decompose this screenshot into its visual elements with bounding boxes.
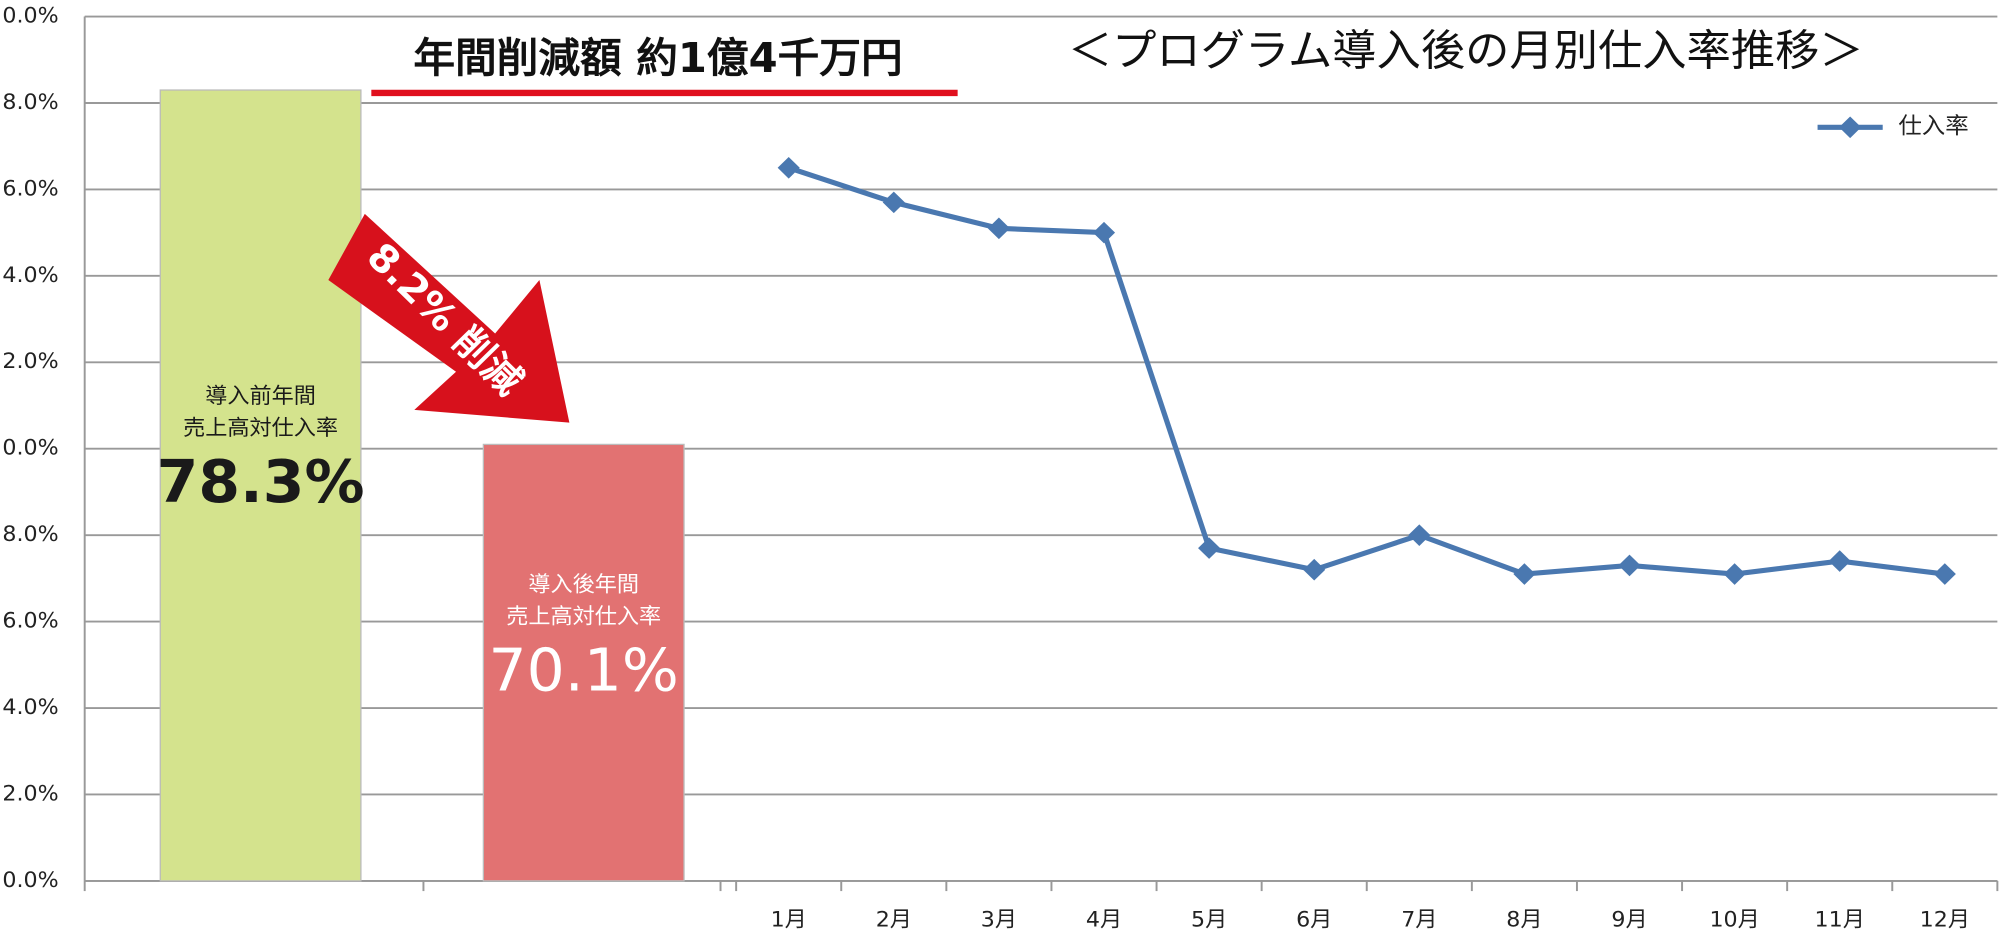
marker bbox=[882, 191, 905, 214]
x-tick-label: 1月 bbox=[771, 908, 807, 933]
x-tick-label: 9月 bbox=[1611, 908, 1647, 933]
x-tick-label: 11月 bbox=[1815, 908, 1865, 933]
x-tick-label: 8月 bbox=[1506, 908, 1542, 933]
y-tick-label: 4.0% bbox=[2, 263, 58, 288]
legend-marker bbox=[1839, 116, 1862, 139]
legend-label: 仕入率 bbox=[1898, 113, 1968, 140]
x-tick-label: 5月 bbox=[1191, 908, 1227, 933]
marker bbox=[1198, 537, 1221, 559]
bar-label: 導入前年間 bbox=[205, 384, 316, 409]
marker bbox=[1723, 563, 1746, 585]
marker bbox=[1618, 554, 1641, 577]
bar-value-label: 78.3% bbox=[157, 448, 365, 516]
marker bbox=[1828, 550, 1851, 572]
y-tick-label: 8.0% bbox=[2, 522, 58, 547]
y-tick-label: 0.0% bbox=[2, 436, 58, 461]
marker bbox=[1092, 221, 1116, 244]
x-tick-label: 10月 bbox=[1709, 908, 1759, 933]
y-tick-label: 0.0% bbox=[2, 868, 58, 893]
chart-title: ＜プログラム導入後の月別仕入率推移＞ bbox=[1068, 26, 1864, 76]
y-tick-label: 0.0% bbox=[2, 4, 58, 29]
line bbox=[787, 165, 1946, 577]
x-tick-label: 2月 bbox=[876, 908, 912, 933]
marker bbox=[1933, 563, 1956, 585]
x-tick-label: 6月 bbox=[1296, 908, 1332, 933]
x-tick-label: 3月 bbox=[981, 908, 1017, 933]
heading: 年間削減額 約1億4千万円 bbox=[413, 34, 902, 81]
y-tick-label: 6.0% bbox=[2, 177, 58, 202]
marker bbox=[1513, 563, 1536, 585]
y-tick-label: 2.0% bbox=[2, 782, 58, 807]
marker bbox=[777, 157, 800, 179]
bar-label: 導入後年間 bbox=[528, 573, 639, 598]
bar-label: 売上高対仕入率 bbox=[183, 416, 338, 441]
y-tick-label: 4.0% bbox=[2, 695, 58, 720]
x-tick-label: 7月 bbox=[1401, 908, 1437, 933]
bar-label: 売上高対仕入率 bbox=[506, 605, 661, 630]
y-tick-label: 2.0% bbox=[2, 349, 58, 374]
y-tick-label: 8.0% bbox=[2, 90, 58, 115]
marker bbox=[1303, 558, 1326, 581]
bar-value-label: 70.1% bbox=[489, 636, 679, 704]
marker bbox=[987, 217, 1010, 240]
arrow bbox=[328, 213, 570, 423]
bar bbox=[482, 443, 685, 882]
x-tick-label: 4月 bbox=[1086, 908, 1122, 933]
marker bbox=[1408, 524, 1431, 546]
bar bbox=[159, 89, 362, 882]
x-tick-label: 12月 bbox=[1920, 908, 1970, 933]
y-tick-label: 6.0% bbox=[2, 609, 58, 634]
